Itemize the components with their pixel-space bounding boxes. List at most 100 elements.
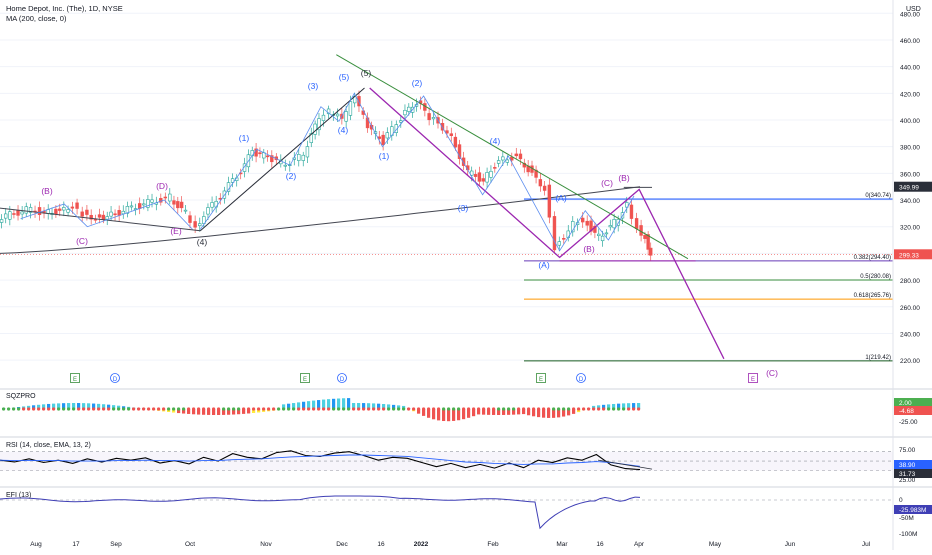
sqz-dot xyxy=(637,407,641,411)
sqz-dot xyxy=(157,407,161,411)
candle-body xyxy=(445,130,449,134)
sqz-bar xyxy=(112,405,116,409)
sqz-bar xyxy=(302,401,306,409)
candle-body xyxy=(385,132,390,139)
price-badge-label: 349.99 xyxy=(899,185,919,192)
sqz-dot xyxy=(467,407,471,411)
sqz-bar xyxy=(77,403,81,409)
candle-body xyxy=(469,170,474,176)
sqz-bar xyxy=(42,404,46,409)
sqz-bar xyxy=(507,409,511,415)
sqz-bar xyxy=(542,409,546,418)
candle-body xyxy=(183,209,188,212)
sqz-bar xyxy=(522,409,526,415)
time-tick-label: Jun xyxy=(785,541,796,548)
sqz-dot xyxy=(522,407,526,411)
sqz-bar xyxy=(377,403,381,409)
candle-body xyxy=(477,172,482,182)
efi-line xyxy=(0,495,641,530)
sqz-dot xyxy=(517,407,521,411)
efi-badge xyxy=(894,505,932,514)
sqz-bar xyxy=(437,409,441,421)
candle-body xyxy=(129,205,134,208)
sqz-bar xyxy=(622,403,626,409)
candle-body xyxy=(542,185,547,191)
sqz-bar xyxy=(567,409,571,416)
sqz-bar xyxy=(107,404,111,409)
price-axis[interactable]: 480.00 460.00 440.00 420.00 400.00 380.00 360.… xyxy=(892,0,932,550)
sqz-bar xyxy=(287,403,291,409)
sqz-dot xyxy=(542,407,546,411)
sqz-bar xyxy=(347,398,351,409)
candle-body xyxy=(496,160,501,164)
candle-body xyxy=(313,123,317,135)
candle-body xyxy=(597,233,601,236)
sqz-bar xyxy=(602,404,606,409)
sqz-bar xyxy=(517,409,521,415)
sqz-dot xyxy=(187,407,191,411)
time-tick-label: 2022 xyxy=(414,541,429,548)
impulse-line xyxy=(199,87,365,232)
sqz-bar xyxy=(452,409,456,421)
sqz-bar xyxy=(297,402,301,409)
sqz-bar xyxy=(457,409,461,421)
candle-body xyxy=(538,179,543,187)
sqz-dot xyxy=(52,407,56,411)
sqz-bar xyxy=(467,409,471,418)
price-badge xyxy=(894,181,932,192)
sqz-dot xyxy=(307,407,311,411)
sqz-bar xyxy=(607,404,611,409)
wave-label: (2) xyxy=(286,171,297,181)
sqz-dot xyxy=(462,407,466,411)
fib-label: 0.382(294.40) xyxy=(854,255,891,261)
rsi-title: RSI (14, close, EMA, 13, 2) xyxy=(6,442,91,449)
trendline-green xyxy=(336,54,689,260)
sqz-dot xyxy=(162,407,166,411)
candle-body xyxy=(58,208,62,211)
candle-body xyxy=(321,114,326,121)
sqz-dot xyxy=(402,407,406,411)
sqz-dot xyxy=(237,407,241,411)
time-axis[interactable]: Aug 17 Sep Oct Nov Dec 16 2022 Feb Mar 16 Apr May Jun… xyxy=(30,541,870,548)
wave-label: (B) xyxy=(618,173,630,183)
candle-body xyxy=(427,113,431,121)
sqz-dot xyxy=(457,407,461,411)
sqz-dot xyxy=(27,407,31,411)
candle-body xyxy=(80,211,84,217)
sqz-bar xyxy=(57,403,61,409)
sqz-dot xyxy=(167,407,171,411)
time-tick-label: Sep xyxy=(110,541,122,548)
sqz-dot xyxy=(632,407,636,411)
wave-label: (4) xyxy=(338,125,349,135)
candle-body xyxy=(101,214,106,220)
sqz-dot xyxy=(102,407,106,411)
sqz-dot xyxy=(277,407,281,411)
candle-body xyxy=(514,153,518,157)
candle-body xyxy=(109,211,113,217)
time-tick-label: May xyxy=(709,541,722,548)
triangle-lower-line xyxy=(0,207,201,232)
sqz-bar xyxy=(322,399,326,409)
sqz-bar xyxy=(32,405,36,409)
rsi-tick-label: 75.00 xyxy=(899,447,916,454)
sqz-bar xyxy=(82,403,86,409)
grid xyxy=(0,12,932,488)
sqz-dot xyxy=(392,407,396,411)
sqz-bar xyxy=(212,409,216,415)
sqz-dot xyxy=(377,407,381,411)
dividend-marker xyxy=(576,373,586,383)
sqz-dot xyxy=(617,407,621,411)
sqz-bar xyxy=(202,409,206,415)
candle-body xyxy=(440,122,445,131)
sqz-bar xyxy=(372,403,376,409)
sqz-dot xyxy=(622,407,626,411)
sqzpro-title: SQZPRO xyxy=(6,393,36,400)
candle-body xyxy=(0,219,4,223)
candles xyxy=(0,90,653,262)
sqz-dot xyxy=(197,407,201,411)
sqz-dot xyxy=(7,407,11,411)
sqz-bar xyxy=(257,409,261,413)
